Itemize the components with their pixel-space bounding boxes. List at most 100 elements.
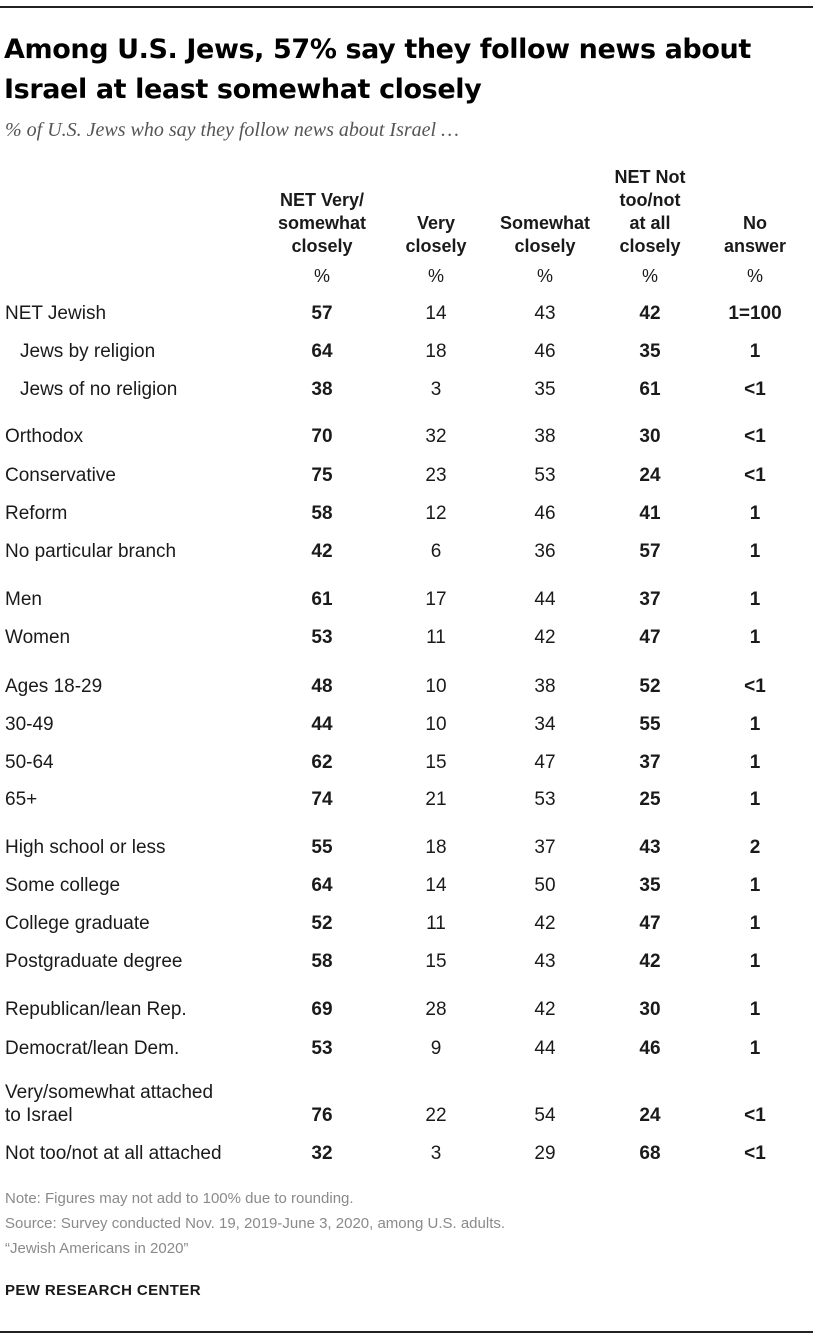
table-cell: 68 bbox=[639, 1143, 661, 1164]
row-label: Men bbox=[5, 588, 42, 611]
row-label: Jews of no religion bbox=[20, 378, 177, 401]
table-cell: 43 bbox=[534, 303, 556, 324]
row-label-line: High school or less bbox=[5, 837, 166, 858]
table-cell: 64 bbox=[311, 875, 333, 896]
row-label-line: No particular branch bbox=[5, 541, 177, 562]
row-label: Republican/lean Rep. bbox=[5, 998, 187, 1021]
row-label: Orthodox bbox=[5, 425, 83, 448]
table-cell: 15 bbox=[425, 951, 447, 972]
column-unit-label: % bbox=[536, 266, 554, 286]
table-cell: 14 bbox=[425, 303, 447, 324]
table-cell: 35 bbox=[639, 341, 661, 362]
table-cell: 42 bbox=[639, 951, 661, 972]
column-header: NET Very/somewhat closely bbox=[278, 189, 366, 258]
table-cell: 17 bbox=[425, 589, 447, 610]
table-cell: 61 bbox=[639, 379, 661, 400]
row-label: Not too/not at all attached bbox=[5, 1142, 222, 1165]
table-cell: 3 bbox=[430, 379, 442, 400]
row-label-line: Democrat/lean Dem. bbox=[5, 1038, 180, 1059]
table-cell: 21 bbox=[425, 789, 447, 810]
table-cell: 69 bbox=[311, 999, 333, 1020]
row-label-line: Conservative bbox=[5, 465, 116, 486]
column-header-line: closely bbox=[514, 236, 576, 256]
table-cell: 52 bbox=[639, 676, 661, 697]
column-header-line: at all bbox=[629, 213, 671, 233]
column-header-line: No answer bbox=[723, 213, 787, 256]
table-cell: 42 bbox=[311, 541, 333, 562]
source-text: Source: Survey conducted Nov. 19, 2019-J… bbox=[5, 1215, 506, 1232]
table-cell: 10 bbox=[425, 676, 447, 697]
column-header-line: too/not bbox=[619, 190, 681, 210]
table-cell: 1 bbox=[749, 627, 761, 648]
table-cell: 61 bbox=[311, 589, 333, 610]
table-cell: 58 bbox=[311, 951, 333, 972]
table-cell: 32 bbox=[311, 1143, 333, 1164]
row-label: Jews by religion bbox=[20, 340, 155, 363]
table-cell: 18 bbox=[425, 837, 447, 858]
row-label-line: Republican/lean Rep. bbox=[5, 999, 187, 1020]
row-label: High school or less bbox=[5, 836, 166, 859]
table-cell: 54 bbox=[534, 1105, 556, 1126]
row-label-line: Women bbox=[5, 627, 71, 648]
table-cell: 47 bbox=[639, 627, 661, 648]
row-label: 50-64 bbox=[5, 751, 54, 774]
table-cell: 57 bbox=[639, 541, 661, 562]
row-label-line: Not too/not at all attached bbox=[5, 1143, 222, 1164]
table-cell: 55 bbox=[639, 714, 661, 735]
column-header-line: closely bbox=[291, 236, 353, 256]
table-cell: 47 bbox=[534, 752, 556, 773]
table-cell: 42 bbox=[534, 999, 556, 1020]
column-header-line: closely bbox=[405, 236, 467, 256]
brand-label: PEW RESEARCH CENTER bbox=[5, 1282, 201, 1299]
row-label-line: Some college bbox=[5, 875, 121, 896]
table-cell: 18 bbox=[425, 341, 447, 362]
table-cell: 24 bbox=[639, 1105, 661, 1126]
table-cell: 1 bbox=[749, 999, 761, 1020]
table-cell: 35 bbox=[639, 875, 661, 896]
table-cell: 28 bbox=[425, 999, 447, 1020]
table-cell: 42 bbox=[534, 913, 556, 934]
table-cell: 30 bbox=[639, 999, 661, 1020]
table-cell: 74 bbox=[311, 789, 333, 810]
column-header: Very closely bbox=[405, 212, 466, 258]
column-unit-label: % bbox=[641, 266, 659, 286]
table-cell: 46 bbox=[534, 503, 556, 524]
table-cell: 1 bbox=[749, 875, 761, 896]
table-cell: <1 bbox=[744, 676, 766, 697]
table-cell: 43 bbox=[639, 837, 661, 858]
table-cell: 41 bbox=[639, 503, 661, 524]
column-header-line: Very bbox=[416, 213, 456, 233]
row-label: Reform bbox=[5, 502, 67, 525]
table-cell: 1 bbox=[749, 1038, 761, 1059]
bottom-rule bbox=[0, 1331, 813, 1333]
column-header-line: closely bbox=[619, 236, 681, 256]
table-cell: 1 bbox=[749, 714, 761, 735]
table-cell: 43 bbox=[534, 951, 556, 972]
table-cell: 76 bbox=[311, 1105, 333, 1126]
table-cell: 53 bbox=[534, 789, 556, 810]
column-header-line: somewhat bbox=[277, 213, 367, 233]
table-cell: 47 bbox=[639, 913, 661, 934]
row-label: College graduate bbox=[5, 912, 150, 935]
table-cell: <1 bbox=[744, 1143, 766, 1164]
table-cell: 35 bbox=[534, 379, 556, 400]
table-cell: 30 bbox=[639, 426, 661, 447]
table-cell: 2 bbox=[749, 837, 761, 858]
column-header-line: NET Not bbox=[614, 167, 686, 187]
table-cell: 38 bbox=[311, 379, 333, 400]
row-label-line: Ages 18-29 bbox=[5, 676, 103, 697]
column-header-line: NET Very/ bbox=[279, 190, 365, 210]
row-label-line: to Israel bbox=[5, 1105, 73, 1126]
table-cell: 22 bbox=[425, 1105, 447, 1126]
column-header-line: Somewhat bbox=[499, 213, 591, 233]
row-label: Conservative bbox=[5, 464, 116, 487]
row-label-line: Reform bbox=[5, 503, 68, 524]
row-label-line: NET Jewish bbox=[5, 303, 107, 324]
row-label-line: Men bbox=[5, 589, 42, 610]
column-unit-label: % bbox=[427, 266, 445, 286]
table-cell: 9 bbox=[430, 1038, 442, 1059]
table-cell: 38 bbox=[534, 676, 556, 697]
row-label-line: Jews of no religion bbox=[20, 379, 178, 400]
table-cell: 48 bbox=[311, 676, 333, 697]
table-cell: <1 bbox=[744, 465, 766, 486]
